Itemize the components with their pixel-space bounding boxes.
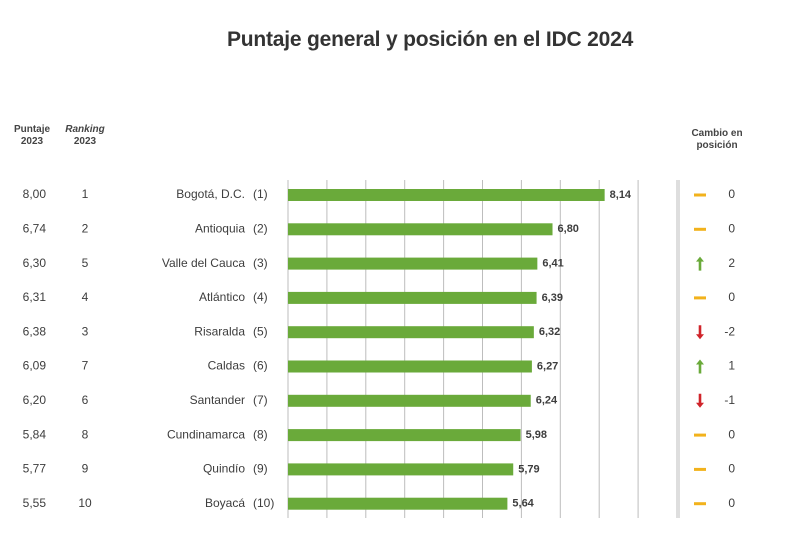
change-indicator-same-1	[694, 193, 706, 197]
bar-9	[288, 463, 514, 476]
score-2023-6: 6,09	[23, 359, 47, 373]
bar-8	[288, 429, 521, 442]
header-change-position: Cambio en posición	[682, 128, 752, 152]
header-ranking-2023-line2: 2023	[73, 136, 97, 147]
ranking-2023-8: 8	[82, 427, 89, 441]
score-2023-9: 5,77	[23, 462, 47, 476]
change-value-1: 0	[728, 187, 735, 201]
value-label-7: 6,24	[536, 395, 558, 407]
category-label-3: Valle del Cauca	[162, 256, 245, 270]
header-change-line1: Cambio en	[691, 128, 743, 139]
change-value-9: 0	[728, 462, 735, 476]
change-value-6: 1	[728, 359, 735, 373]
position-2024-9: (9)	[253, 462, 268, 476]
change-value-3: 2	[728, 256, 735, 270]
change-value-4: 0	[728, 290, 735, 304]
ranking-2023-1: 1	[82, 187, 89, 201]
category-label-2: Antioquia	[195, 221, 245, 235]
position-2024-6: (6)	[253, 359, 268, 373]
category-label-4: Atlántico	[199, 290, 245, 304]
bar-3	[288, 257, 538, 270]
change-indicator-down-arrow-5	[696, 325, 704, 340]
score-2023-3: 6,30	[23, 256, 47, 270]
change-indicator-same-2	[694, 227, 706, 231]
position-2024-1: (1)	[253, 187, 268, 201]
change-value-8: 0	[728, 427, 735, 441]
score-2023-7: 6,20	[23, 393, 47, 407]
bars	[288, 189, 605, 510]
ranking-2023-4: 4	[82, 290, 89, 304]
labels: 8,00 1 Bogotá, D.C. (1) 8,14 0 6,74 2 Antioquia (…	[23, 187, 736, 510]
score-2023-2: 6,74	[23, 221, 47, 235]
value-label-6: 6,27	[537, 360, 558, 372]
category-label-1: Bogotá, D.C.	[176, 187, 245, 201]
value-label-5: 6,32	[539, 326, 560, 338]
position-2024-3: (3)	[253, 256, 268, 270]
header-score-2023-line1: Puntaje	[13, 124, 51, 135]
ranking-2023-3: 5	[82, 256, 89, 270]
bar-7	[288, 394, 531, 407]
position-2024-10: (10)	[253, 496, 274, 510]
chart-title: Puntaje general y posición en el IDC 202…	[226, 28, 634, 51]
change-indicator-down-arrow-7	[696, 393, 704, 408]
category-label-8: Cundinamarca	[167, 427, 245, 441]
value-label-2: 6,80	[558, 223, 579, 235]
score-2023-8: 5,84	[23, 427, 47, 441]
position-2024-5: (5)	[253, 324, 268, 338]
position-2024-8: (8)	[253, 427, 268, 441]
change-indicator-same-10	[694, 502, 706, 506]
header-ranking-2023: Ranking 2023	[62, 124, 108, 148]
change-value-10: 0	[728, 496, 735, 510]
ranking-2023-10: 10	[78, 496, 92, 510]
change-indicator-same-9	[694, 467, 706, 471]
change-indicator-up-arrow-3	[696, 256, 704, 271]
ranking-2023-9: 9	[82, 462, 89, 476]
category-label-7: Santander	[190, 393, 245, 407]
header-change-line2: posición	[696, 140, 738, 151]
score-2023-1: 8,00	[23, 187, 47, 201]
value-label-9: 5,79	[518, 463, 539, 475]
position-2024-4: (4)	[253, 290, 268, 304]
change-value-7: -1	[724, 393, 735, 407]
category-label-6: Caldas	[208, 359, 245, 373]
value-label-8: 5,98	[526, 429, 547, 441]
header-ranking-2023-line1: Ranking	[65, 124, 105, 135]
ranking-2023-5: 3	[82, 324, 89, 338]
ranking-2023-2: 2	[82, 221, 89, 235]
category-label-9: Quindío	[203, 462, 245, 476]
bar-6	[288, 360, 532, 373]
value-label-1: 8,14	[610, 189, 632, 201]
ranking-2023-7: 6	[82, 393, 89, 407]
value-label-3: 6,41	[542, 258, 563, 270]
bar-2	[288, 223, 553, 236]
score-2023-10: 5,55	[23, 496, 47, 510]
score-2023-4: 6,31	[23, 290, 47, 304]
value-label-4: 6,39	[542, 292, 563, 304]
change-indicator-up-arrow-6	[696, 359, 704, 374]
change-indicator-same-4	[694, 296, 706, 300]
category-label-10: Boyacá	[205, 496, 245, 510]
header-score-2023-line2: 2023	[20, 136, 44, 147]
header-score-2023: Puntaje 2023	[10, 124, 54, 148]
score-2023-5: 6,38	[23, 324, 47, 338]
position-2024-7: (7)	[253, 393, 268, 407]
category-label-5: Risaralda	[194, 324, 245, 338]
bar-10	[288, 497, 508, 510]
value-label-10: 5,64	[512, 498, 534, 510]
bar-4	[288, 291, 537, 304]
position-2024-2: (2)	[253, 221, 268, 235]
ranking-2023-6: 7	[82, 359, 89, 373]
change-value-5: -2	[724, 324, 735, 338]
change-indicator-same-8	[694, 433, 706, 437]
bar-1	[288, 189, 605, 201]
grid-lines	[287, 180, 680, 518]
bar-5	[288, 326, 534, 339]
change-value-2: 0	[728, 221, 735, 235]
